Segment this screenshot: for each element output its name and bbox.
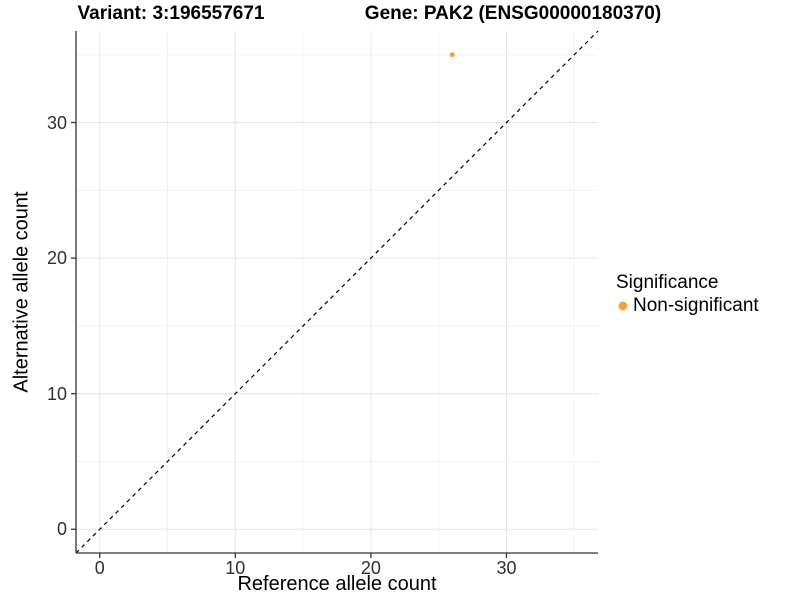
gene-title: Gene: PAK2 (ENSG00000180370)	[364, 3, 662, 24]
x-tick-label: 10	[225, 558, 246, 578]
legend-item: Non-significant	[616, 295, 759, 317]
identity-dashed-line	[75, 30, 599, 554]
y-axis-label: Alternative allele count	[10, 191, 33, 393]
x-axis-label: Reference allele count	[237, 573, 437, 595]
x-tick-label: 30	[496, 558, 517, 578]
variant-title: Variant: 3:196557671	[77, 3, 265, 24]
legend-item-label: Non-significant	[633, 295, 759, 316]
data-point	[449, 52, 455, 58]
legend-title: Significance	[616, 272, 719, 293]
y-tick-label: 10	[46, 383, 67, 404]
x-tick-label: 0	[94, 558, 105, 578]
x-tick-label: 20	[360, 558, 381, 578]
y-tick-label: 30	[46, 112, 67, 133]
legend-point-icon	[618, 301, 628, 311]
y-tick-label: 0	[56, 519, 67, 540]
legend: Significance Non-significant	[616, 272, 759, 317]
y-tick-label: 20	[46, 248, 67, 269]
